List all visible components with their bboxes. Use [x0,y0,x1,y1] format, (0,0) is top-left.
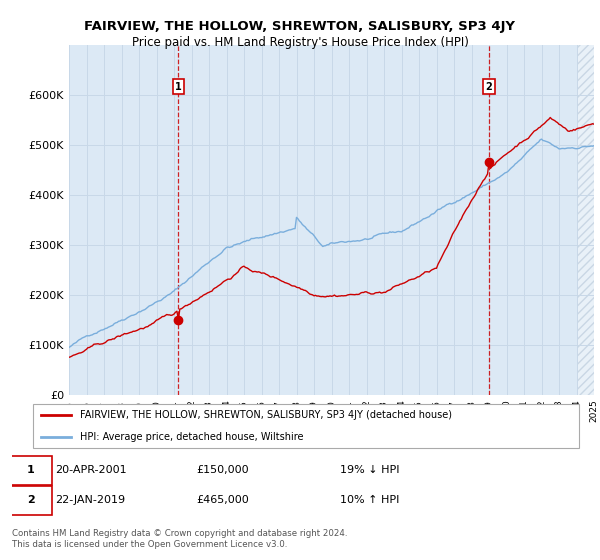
Text: FAIRVIEW, THE HOLLOW, SHREWTON, SALISBURY, SP3 4JY: FAIRVIEW, THE HOLLOW, SHREWTON, SALISBUR… [85,20,515,32]
FancyBboxPatch shape [9,456,52,484]
Text: Price paid vs. HM Land Registry's House Price Index (HPI): Price paid vs. HM Land Registry's House … [131,36,469,49]
Text: 10% ↑ HPI: 10% ↑ HPI [340,496,400,506]
Bar [577,45,594,395]
Text: £465,000: £465,000 [196,496,249,506]
Text: Contains HM Land Registry data © Crown copyright and database right 2024.
This d: Contains HM Land Registry data © Crown c… [12,529,347,549]
Text: £150,000: £150,000 [196,465,249,475]
Text: HPI: Average price, detached house, Wiltshire: HPI: Average price, detached house, Wilt… [80,432,303,442]
Text: 22-JAN-2019: 22-JAN-2019 [55,496,125,506]
Text: 1: 1 [175,82,182,92]
Text: 1: 1 [27,465,35,475]
Text: 19% ↓ HPI: 19% ↓ HPI [340,465,400,475]
FancyBboxPatch shape [9,486,52,515]
Text: 20-APR-2001: 20-APR-2001 [55,465,127,475]
Text: 2: 2 [485,82,493,92]
Text: 2: 2 [27,496,35,506]
FancyBboxPatch shape [33,404,579,449]
Text: FAIRVIEW, THE HOLLOW, SHREWTON, SALISBURY, SP3 4JY (detached house): FAIRVIEW, THE HOLLOW, SHREWTON, SALISBUR… [80,410,452,421]
